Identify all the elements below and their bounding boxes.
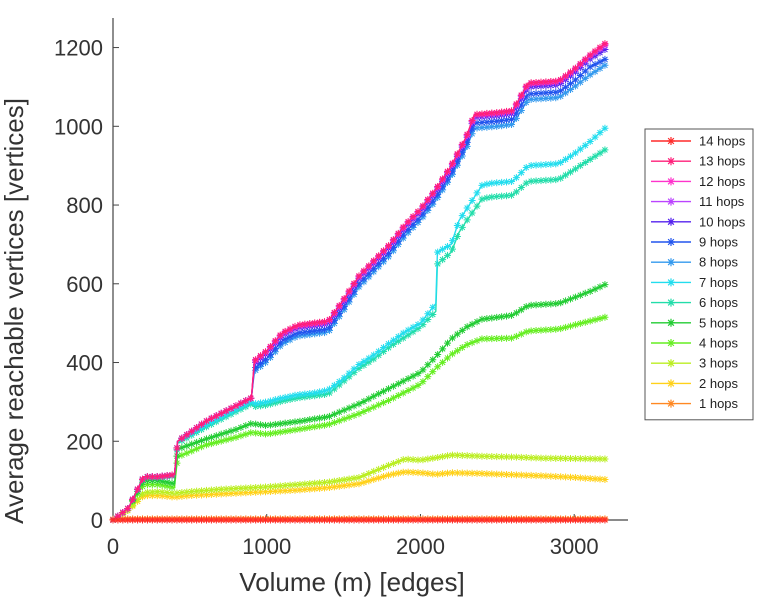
series-layer — [109, 40, 609, 524]
y-tick-label: 400 — [66, 351, 103, 376]
series-line-3-hops — [112, 454, 605, 521]
y-tick-label: 0 — [91, 508, 103, 533]
series-14-hops — [109, 516, 609, 524]
series-line-6-hops — [112, 149, 606, 521]
legend-label: 8 hops — [699, 255, 739, 270]
y-tick-label: 800 — [66, 193, 103, 218]
legend-label: 6 hops — [699, 295, 739, 310]
legend-marker — [667, 278, 675, 287]
legend-label: 9 hops — [699, 235, 739, 250]
legend: 14 hops 13 hops 12 hops 11 hops 10 hops 9 hop… — [644, 128, 754, 421]
legend-item-5-hops: 5 hops — [651, 315, 739, 330]
legend-item-6-hops: 6 hops — [651, 295, 739, 310]
x-axis-title: Volume (m) [edges] — [239, 567, 464, 597]
x-tick-label: 3000 — [550, 534, 599, 559]
legend-marker — [667, 157, 675, 166]
legend-label: 11 hops — [699, 194, 745, 209]
legend-marker — [667, 238, 675, 246]
legend-item-9-hops: 9 hops — [651, 235, 739, 250]
legend-label: 4 hops — [699, 336, 739, 351]
y-tick-label: 1000 — [54, 114, 103, 139]
legend-marker — [667, 379, 675, 388]
legend-item-3-hops: 3 hops — [651, 356, 739, 371]
y-tick-label: 1200 — [54, 36, 103, 61]
legend-item-11-hops: 11 hops — [651, 194, 745, 209]
legend-marker — [667, 197, 675, 206]
legend-label: 7 hops — [699, 275, 739, 290]
x-tick-label: 2000 — [396, 534, 445, 559]
y-axis-title: Average reachable vertices [vertices] — [0, 98, 29, 524]
series-line-7-hops — [112, 127, 606, 521]
legend-marker — [667, 258, 675, 267]
legend-label: 14 hops — [699, 134, 746, 149]
series-markers-14-hops — [109, 516, 609, 524]
legend-item-10-hops: 10 hops — [651, 214, 746, 229]
legend-marker — [667, 399, 675, 408]
series-markers-6-hops — [109, 146, 609, 524]
legend-marker — [667, 137, 675, 145]
legend-item-12-hops: 12 hops — [651, 174, 746, 189]
legend-label: 13 hops — [699, 154, 746, 169]
x-tick-label: 0 — [107, 534, 119, 559]
legend-item-2-hops: 2 hops — [651, 376, 739, 391]
y-tick-label: 600 — [66, 272, 103, 297]
legend-label: 10 hops — [699, 214, 746, 229]
legend-marker — [667, 298, 675, 307]
legend-box — [644, 128, 754, 421]
legend-label: 3 hops — [699, 356, 739, 371]
legend-marker — [667, 318, 675, 327]
legend-label: 2 hops — [699, 376, 739, 391]
legend-marker — [667, 217, 675, 226]
legend-item-8-hops: 8 hops — [651, 255, 739, 270]
y-tick-label: 200 — [66, 429, 103, 454]
series-3-hops — [109, 451, 609, 524]
legend-label: 5 hops — [699, 315, 739, 330]
legend-marker — [667, 339, 675, 347]
series-7-hops — [109, 124, 609, 524]
series-markers-7-hops — [109, 124, 609, 524]
x-tick-label: 1000 — [242, 534, 291, 559]
series-6-hops — [109, 146, 609, 524]
legend-marker — [667, 177, 675, 186]
legend-item-4-hops: 4 hops — [651, 336, 739, 351]
legend-label: 1 hops — [699, 396, 739, 411]
series-markers-3-hops — [109, 451, 609, 524]
legend-item-1-hops: 1 hops — [651, 396, 739, 411]
series-13-hops — [109, 40, 609, 524]
legend-marker — [667, 359, 675, 368]
legend-item-13-hops: 13 hops — [651, 154, 746, 169]
legend-label: 12 hops — [699, 174, 746, 189]
axes-layer: 0 200 400 600 800 1000 1200 0 1000 2000 3000 — [54, 18, 628, 559]
legend-item-14-hops: 14 hops — [651, 134, 746, 149]
legend-item-7-hops: 7 hops — [651, 275, 739, 290]
